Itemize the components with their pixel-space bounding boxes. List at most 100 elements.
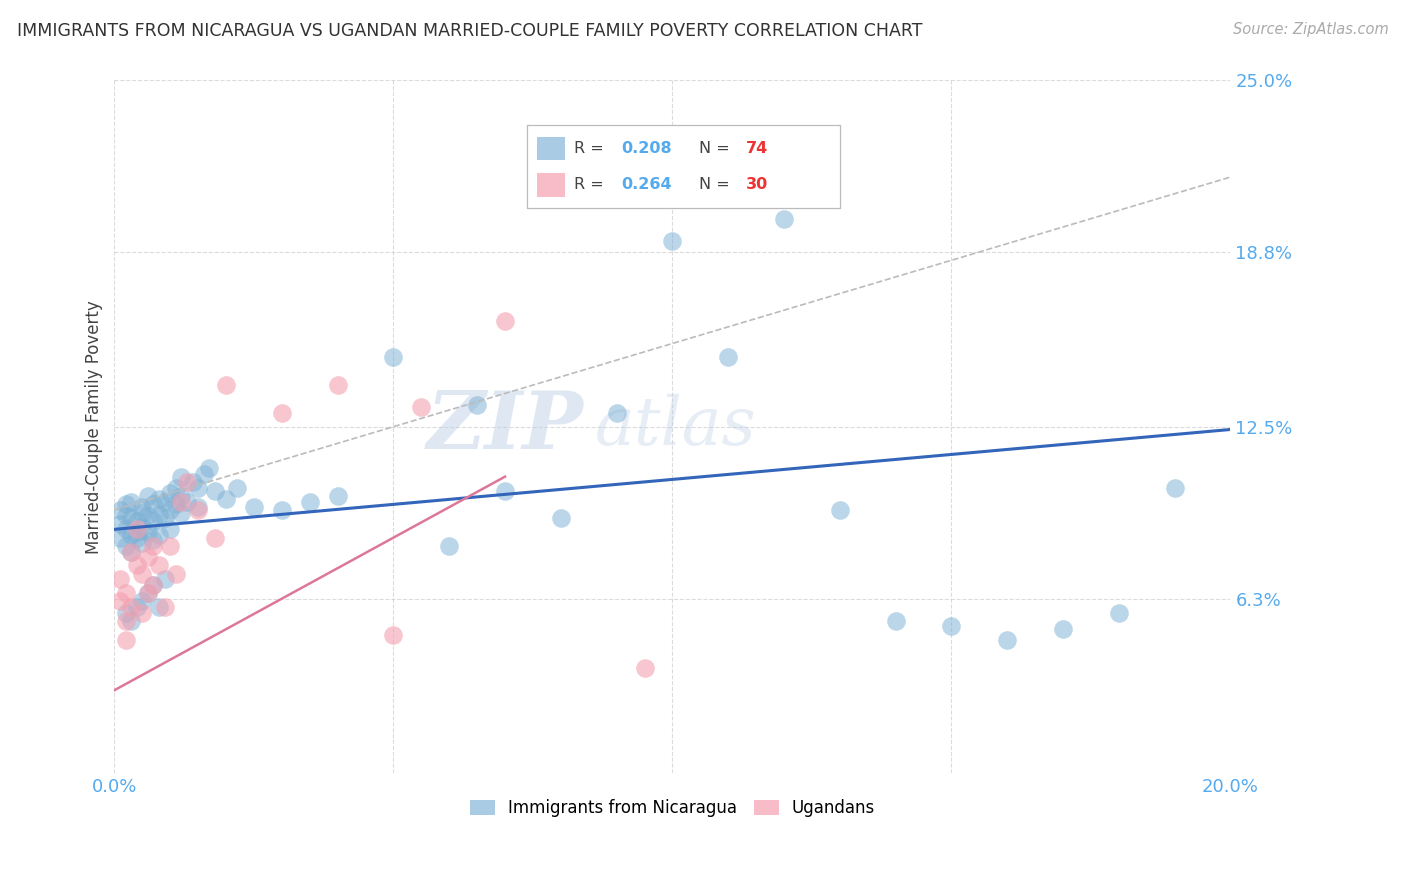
Point — [170, 494, 193, 508]
Point — [114, 539, 136, 553]
Point — [153, 511, 176, 525]
Text: atlas: atlas — [595, 394, 756, 459]
Legend: Immigrants from Nicaragua, Ugandans: Immigrants from Nicaragua, Ugandans — [463, 793, 882, 824]
Point — [153, 572, 176, 586]
Point — [411, 401, 433, 415]
Point — [125, 558, 148, 573]
Point — [159, 522, 181, 536]
Point — [439, 539, 461, 553]
Point — [108, 572, 131, 586]
Point — [187, 503, 209, 517]
Point — [142, 539, 165, 553]
Point — [153, 494, 176, 508]
Point — [131, 594, 153, 608]
Point — [108, 594, 131, 608]
Point — [125, 525, 148, 540]
Point — [108, 516, 131, 531]
Point — [114, 508, 136, 523]
Point — [159, 539, 181, 553]
Point — [465, 397, 488, 411]
Point — [198, 461, 221, 475]
Point — [142, 497, 165, 511]
Point — [270, 406, 292, 420]
Point — [187, 481, 209, 495]
Point — [131, 506, 153, 520]
Point — [382, 628, 405, 642]
Point — [142, 578, 165, 592]
Point — [159, 503, 181, 517]
Point — [120, 528, 142, 542]
Point — [204, 483, 226, 498]
Point — [550, 511, 572, 525]
Point — [193, 467, 215, 481]
Y-axis label: Married-Couple Family Poverty: Married-Couple Family Poverty — [86, 300, 103, 554]
Point — [326, 378, 349, 392]
Point — [1052, 622, 1074, 636]
Point — [114, 497, 136, 511]
Point — [114, 522, 136, 536]
Point — [170, 469, 193, 483]
Point — [136, 525, 159, 540]
Point — [131, 606, 153, 620]
Point — [136, 508, 159, 523]
Point — [941, 619, 963, 633]
Point — [717, 351, 740, 365]
Point — [170, 489, 193, 503]
Point — [125, 599, 148, 614]
Point — [114, 614, 136, 628]
Point — [136, 550, 159, 565]
Point — [165, 497, 187, 511]
Point — [148, 558, 170, 573]
Point — [270, 503, 292, 517]
Point — [884, 614, 907, 628]
Point — [142, 514, 165, 528]
Point — [243, 500, 266, 515]
Point — [142, 533, 165, 548]
Point — [136, 586, 159, 600]
Text: ZIP: ZIP — [426, 388, 583, 466]
Point — [326, 489, 349, 503]
Point — [148, 528, 170, 542]
Point — [142, 578, 165, 592]
Point — [165, 481, 187, 495]
Point — [661, 234, 683, 248]
Point — [125, 514, 148, 528]
Point — [108, 531, 131, 545]
Point — [148, 491, 170, 506]
Point — [114, 586, 136, 600]
Point — [494, 314, 516, 328]
Point — [148, 508, 170, 523]
Point — [1163, 481, 1185, 495]
Point — [176, 494, 198, 508]
Point — [114, 633, 136, 648]
Point — [125, 531, 148, 545]
Point — [494, 483, 516, 498]
Text: IMMIGRANTS FROM NICARAGUA VS UGANDAN MARRIED-COUPLE FAMILY POVERTY CORRELATION C: IMMIGRANTS FROM NICARAGUA VS UGANDAN MAR… — [17, 22, 922, 40]
Point — [120, 599, 142, 614]
Point — [120, 544, 142, 558]
Point — [108, 503, 131, 517]
Point — [136, 489, 159, 503]
Point — [176, 475, 198, 490]
Point — [226, 481, 249, 495]
Point — [131, 536, 153, 550]
Point — [181, 475, 204, 490]
Point — [120, 494, 142, 508]
Point — [131, 500, 153, 515]
Point — [165, 566, 187, 581]
Point — [125, 522, 148, 536]
Point — [995, 633, 1018, 648]
Point — [773, 211, 796, 226]
Point — [215, 491, 238, 506]
Point — [114, 606, 136, 620]
Point — [170, 506, 193, 520]
Point — [204, 531, 226, 545]
Point — [215, 378, 238, 392]
Point — [606, 406, 628, 420]
Point — [148, 599, 170, 614]
Point — [120, 511, 142, 525]
Point — [136, 586, 159, 600]
Point — [382, 351, 405, 365]
Point — [159, 486, 181, 500]
Point — [120, 544, 142, 558]
